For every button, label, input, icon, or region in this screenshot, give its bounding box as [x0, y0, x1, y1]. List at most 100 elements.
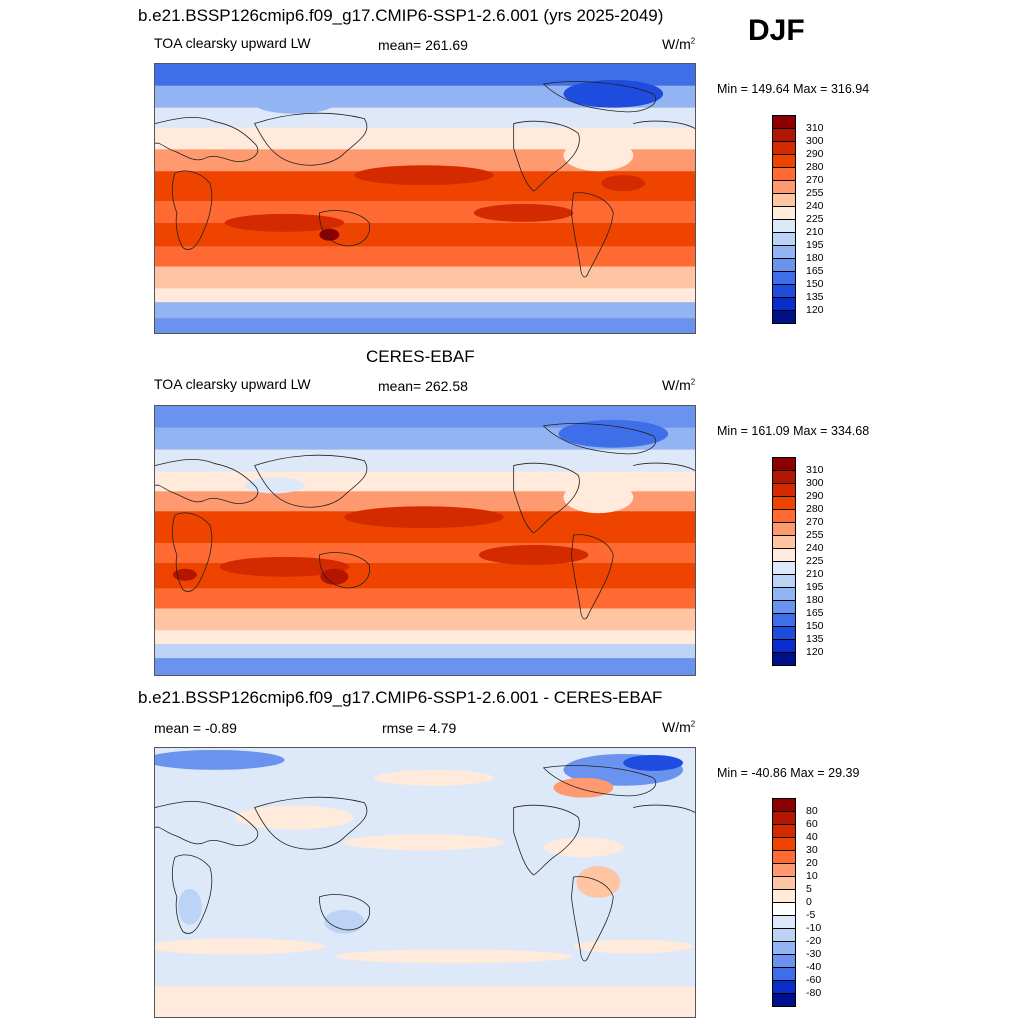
panel-3-minmax: Min = -40.86 Max = 29.39 [717, 766, 860, 780]
panel-1-tick-label: 270 [806, 174, 824, 186]
panel-1-colorbar-swatch [772, 232, 796, 246]
panel-1-tick-label: 195 [806, 239, 824, 251]
panel-3-mean-label: mean = -0.89 [154, 720, 237, 736]
panel-2-variable-label: TOA clearsky upward LW [154, 376, 311, 392]
panel-2-tick-label: 150 [806, 620, 824, 632]
panel-3-colorbar-swatch [772, 941, 796, 955]
panel-2-tick-label: 240 [806, 542, 824, 554]
panel-3-colorbar-swatch [772, 967, 796, 981]
panel-2-minmax: Min = 161.09 Max = 334.68 [717, 424, 870, 438]
panel-3-colorbar-swatch [772, 798, 796, 812]
panel-1-colorbar-swatch [772, 141, 796, 155]
panel-1-colorbar-swatch [772, 219, 796, 233]
panel-2-tick-label: 210 [806, 568, 824, 580]
panel-3-colorbar-swatch [772, 928, 796, 942]
panel-1-colorbar-swatch [772, 271, 796, 285]
panel-3-colorbar-swatch [772, 993, 796, 1007]
panel-2-map-svg [155, 406, 695, 675]
panel-1-tick-label: 150 [806, 278, 824, 290]
panel-2-tick-label: 310 [806, 464, 824, 476]
panel-2-colorbar-swatch [772, 457, 796, 471]
panel-3-tick-label: 60 [806, 818, 818, 830]
panel-3-colorbar-swatch [772, 850, 796, 864]
panel-2-colorbar-swatch [772, 483, 796, 497]
panel-3-colorbar-swatch [772, 915, 796, 929]
panel-3-map [154, 747, 696, 1018]
panel-3-colorbar-swatch [772, 954, 796, 968]
panel-2-mean-label: mean= 262.58 [378, 378, 468, 394]
panel-1-units: W/m2 [662, 36, 696, 52]
panel-1-colorbar-swatch [772, 310, 796, 324]
panel-3-colorbar-swatch [772, 824, 796, 838]
panel-1-tick-label: 210 [806, 226, 824, 238]
panel-3-tick-label: -80 [806, 987, 822, 999]
panel-1-tick-label: 255 [806, 187, 824, 199]
panel-2-tick-label: 225 [806, 555, 824, 567]
panel-3-colorbar-swatch [772, 876, 796, 890]
panel-2-colorbar-swatch [772, 496, 796, 510]
panel-3-colorbar-swatch [772, 837, 796, 851]
panel-1-colorbar-swatch [772, 167, 796, 181]
panel-2-tick-label: 255 [806, 529, 824, 541]
panel-3-colorbar-swatch [772, 980, 796, 994]
panel-3-colorbar-swatch [772, 811, 796, 825]
panel-3-colorbar-swatch [772, 902, 796, 916]
panel-1-title: b.e21.BSSP126cmip6.f09_g17.CMIP6-SSP1-2.… [138, 6, 664, 25]
panel-1-tick-label: 165 [806, 265, 824, 277]
panel-3-tick-label: -10 [806, 922, 822, 934]
panel-1-colorbar-swatch [772, 115, 796, 129]
panel-1-colorbar-swatch [772, 297, 796, 311]
panel-2-tick-label: 180 [806, 594, 824, 606]
panel-2-colorbar-swatch [772, 652, 796, 666]
panel-2-colorbar-swatch [772, 522, 796, 536]
panel-1-colorbar-swatch [772, 154, 796, 168]
panel-3-tick-label: 10 [806, 870, 818, 882]
panel-2-colorbar-swatch [772, 587, 796, 601]
panel-1-tick-label: 280 [806, 161, 824, 173]
panel-2-tick-label: 135 [806, 633, 824, 645]
panel-2-colorbar-swatch [772, 561, 796, 575]
panel-2-colorbar-swatch [772, 600, 796, 614]
panel-3-tick-label: -40 [806, 961, 822, 973]
panel-3-colorbar-swatch [772, 863, 796, 877]
panel-1-map-svg [155, 64, 695, 333]
panel-3-tick-label: -20 [806, 935, 822, 947]
panel-1-mean-label: mean= 261.69 [378, 37, 468, 53]
panel-1-tick-label: 290 [806, 148, 824, 160]
panel-3-colorbar-swatch [772, 889, 796, 903]
panel-1-colorbar-swatch [772, 284, 796, 298]
panel-1-colorbar-swatch [772, 245, 796, 259]
panel-2-map [154, 405, 696, 676]
panel-2-colorbar-swatch [772, 548, 796, 562]
panel-1-map [154, 63, 696, 334]
panel-1-tick-label: 310 [806, 122, 824, 134]
panel-3-tick-label: 40 [806, 831, 818, 843]
panel-1-tick-label: 240 [806, 200, 824, 212]
panel-1-tick-label: 120 [806, 304, 824, 316]
panel-3-tick-label: 20 [806, 857, 818, 869]
panel-3-tick-label: 0 [806, 896, 812, 908]
panel-1-colorbar-swatch [772, 128, 796, 142]
panel-2-colorbar-swatch [772, 509, 796, 523]
panel-3-tick-label: -5 [806, 909, 816, 921]
panel-3-title: b.e21.BSSP126cmip6.f09_g17.CMIP6-SSP1-2.… [138, 688, 663, 707]
panel-2-colorbar-swatch [772, 574, 796, 588]
panel-2-colorbar-swatch [772, 535, 796, 549]
panel-2-colorbar-swatch [772, 613, 796, 627]
panel-1-colorbar-swatch [772, 258, 796, 272]
panel-2-colorbar-swatch [772, 470, 796, 484]
panel-1-tick-label: 180 [806, 252, 824, 264]
panel-1-tick-label: 225 [806, 213, 824, 225]
panel-2-tick-label: 165 [806, 607, 824, 619]
panel-2-units: W/m2 [662, 377, 696, 393]
panel-1-minmax: Min = 149.64 Max = 316.94 [717, 82, 870, 96]
panel-3-tick-label: -30 [806, 948, 822, 960]
panel-2-tick-label: 195 [806, 581, 824, 593]
panel-2-tick-label: 270 [806, 516, 824, 528]
panel-1-tick-label: 300 [806, 135, 824, 147]
panel-3-units: W/m2 [662, 719, 696, 735]
panel-2-tick-label: 300 [806, 477, 824, 489]
panel-2-colorbar-swatch [772, 639, 796, 653]
panel-2-tick-label: 120 [806, 646, 824, 658]
panel-3-tick-label: 80 [806, 805, 818, 817]
